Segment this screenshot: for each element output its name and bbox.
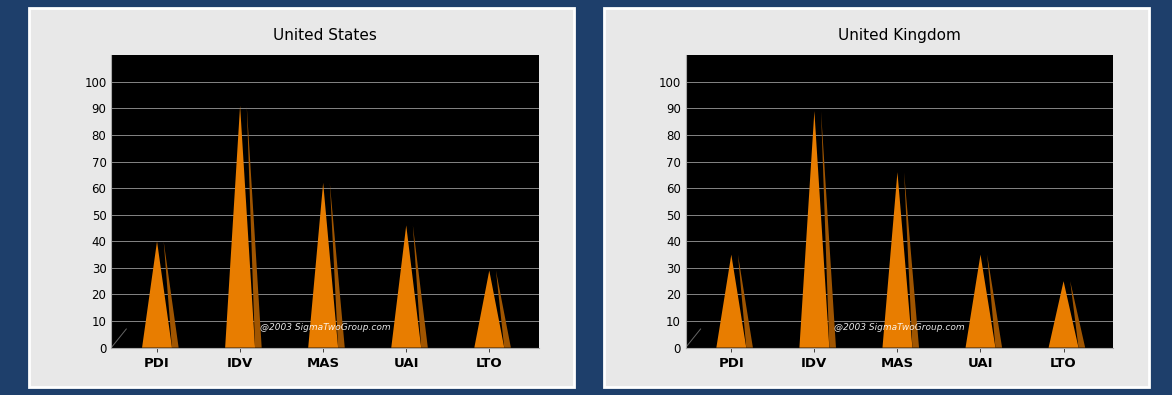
Text: United States: United States <box>273 28 377 43</box>
Polygon shape <box>987 255 1002 348</box>
Polygon shape <box>142 241 172 348</box>
Text: @2003 SigmaTwoGroup.com: @2003 SigmaTwoGroup.com <box>260 323 390 332</box>
Polygon shape <box>329 183 345 348</box>
Polygon shape <box>904 172 919 348</box>
Polygon shape <box>799 111 830 348</box>
Text: United Kingdom: United Kingdom <box>838 28 961 43</box>
Polygon shape <box>966 255 995 348</box>
Polygon shape <box>1049 281 1078 348</box>
Polygon shape <box>225 106 255 348</box>
Polygon shape <box>391 226 421 348</box>
Text: @2003 SigmaTwoGroup.com: @2003 SigmaTwoGroup.com <box>834 323 965 332</box>
Polygon shape <box>308 183 338 348</box>
Polygon shape <box>496 271 511 348</box>
Polygon shape <box>475 271 504 348</box>
Polygon shape <box>413 226 428 348</box>
Polygon shape <box>247 106 261 348</box>
Polygon shape <box>1070 281 1085 348</box>
Polygon shape <box>822 111 836 348</box>
Polygon shape <box>716 255 747 348</box>
Polygon shape <box>738 255 752 348</box>
Polygon shape <box>164 241 178 348</box>
Polygon shape <box>883 172 912 348</box>
